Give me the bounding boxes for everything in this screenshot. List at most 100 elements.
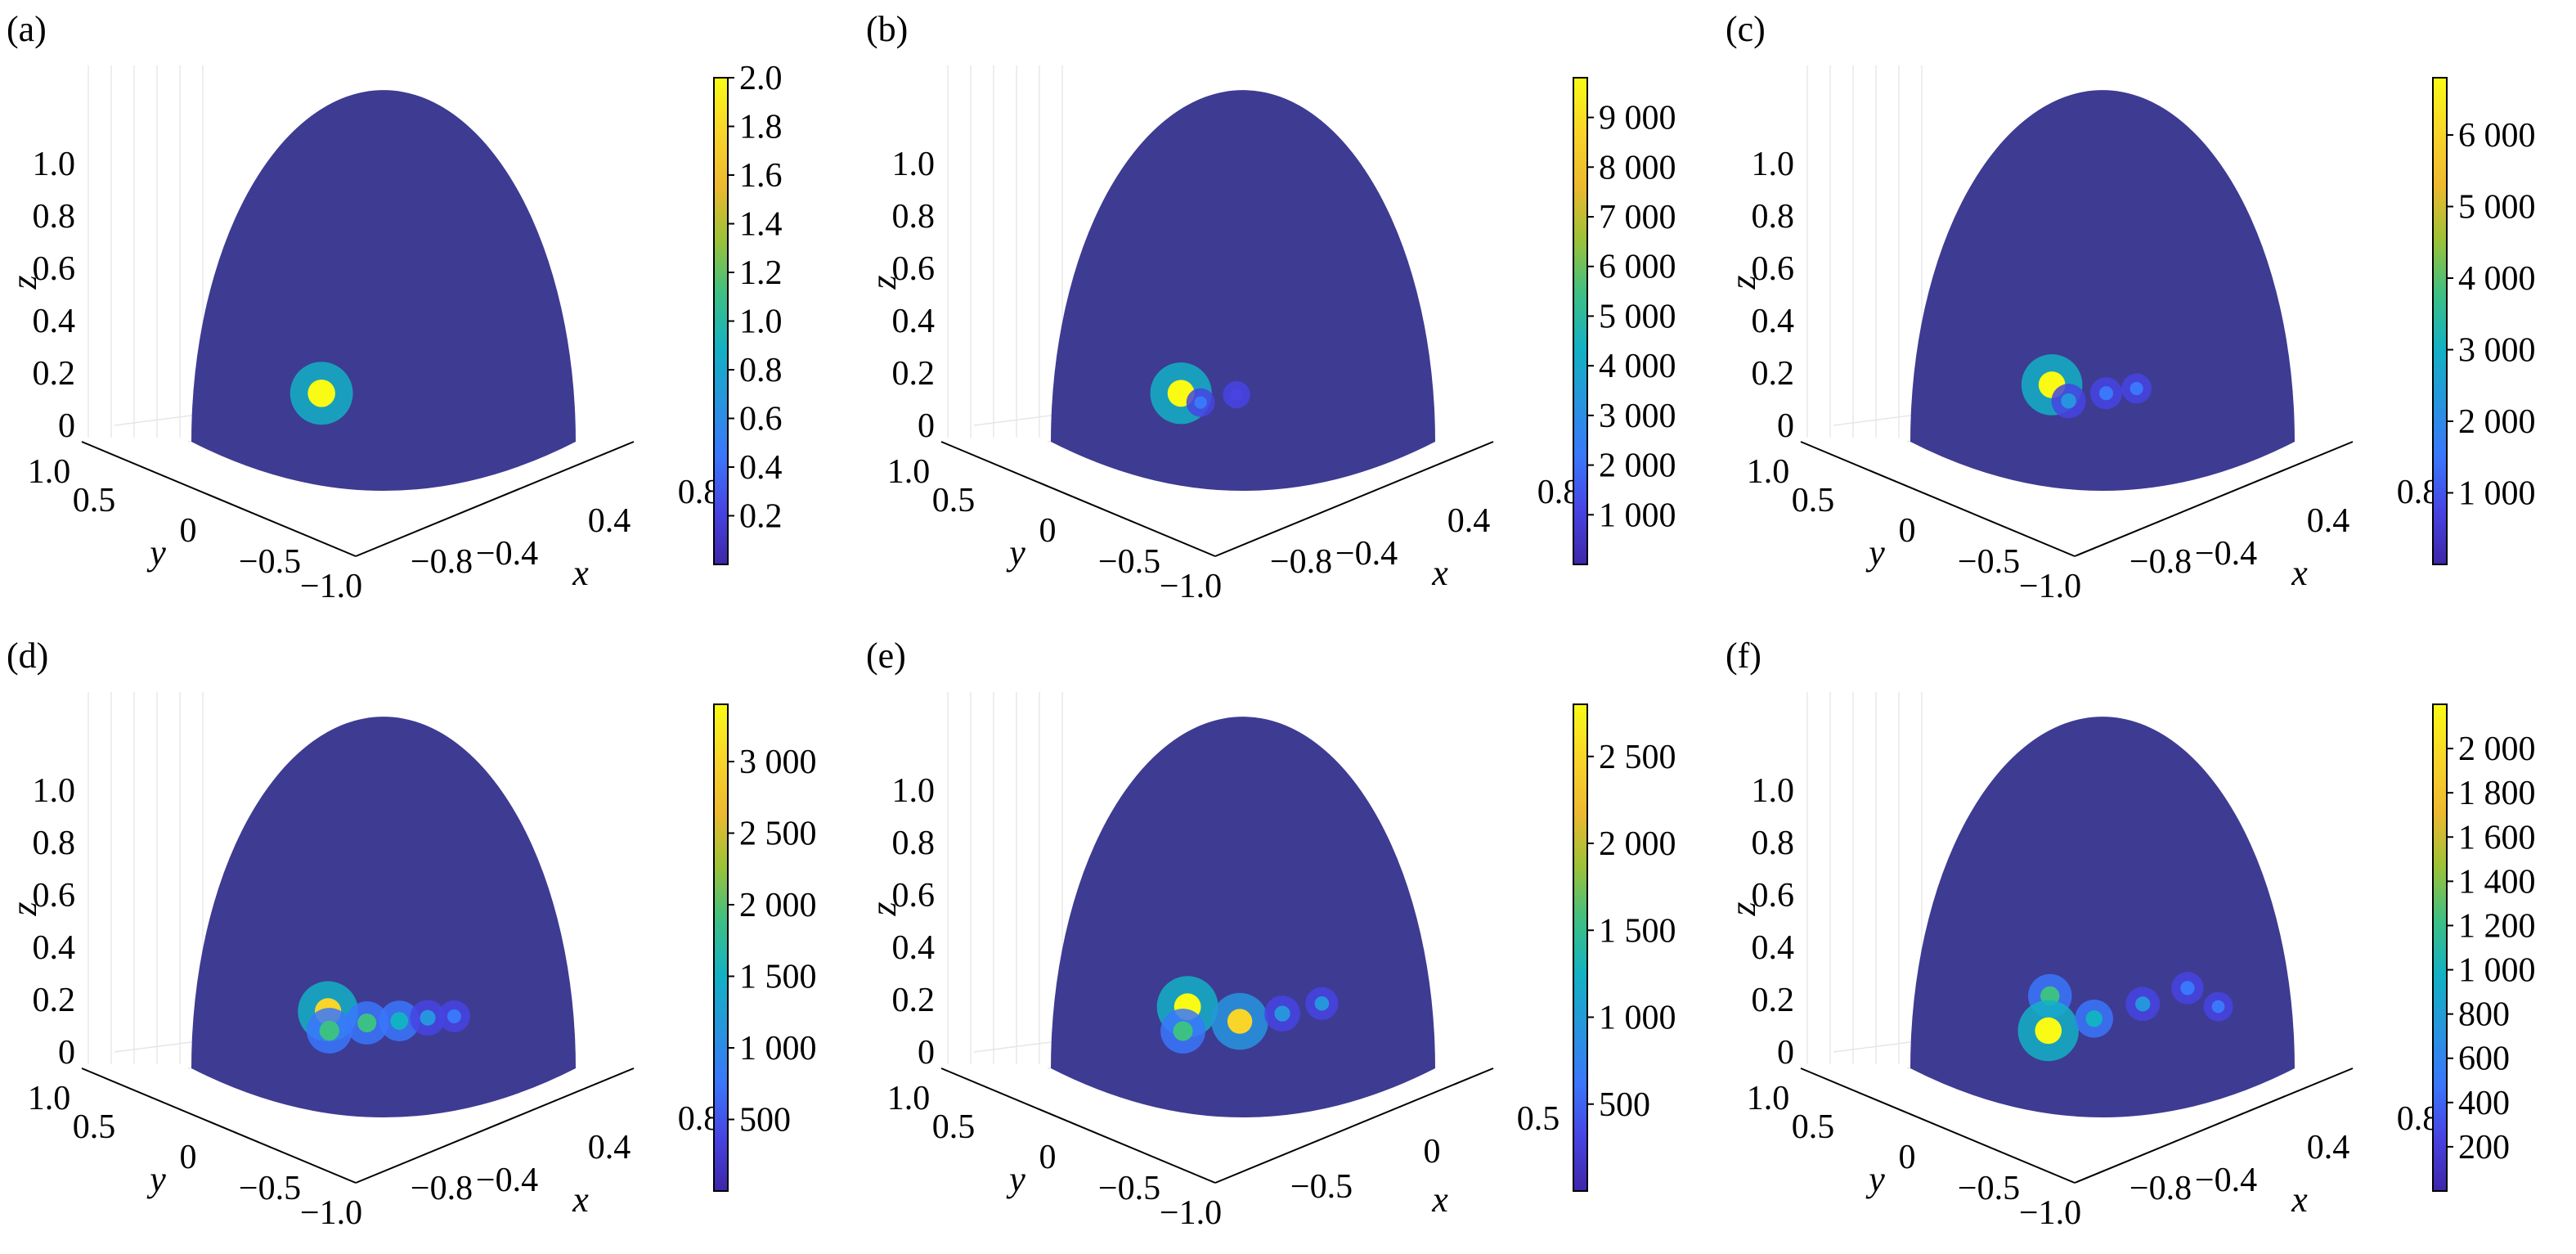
hotspots (298, 981, 470, 1054)
y-axis-line (81, 441, 357, 557)
y-tick-label: 0 (180, 1139, 197, 1176)
z-tick-label: 0.8 (33, 825, 76, 862)
y-tick-label: −1.0 (1160, 568, 1222, 605)
z-tick-label: 0.4 (33, 303, 76, 340)
hotspot (420, 1009, 436, 1026)
axes-lines (940, 441, 1494, 557)
z-tick-label: 0.8 (33, 198, 76, 236)
hemisphere (1910, 717, 2295, 1117)
colorbar-tick-label: 200 (2458, 1129, 2510, 1166)
colorbar-tick-label: 1 400 (2458, 863, 2536, 901)
z-axis-label: z (1723, 901, 1763, 916)
colorbar-tick-label: 2 000 (1599, 447, 1676, 485)
z-tick-label: 0.6 (33, 877, 76, 915)
y-tick-label: 0 (1899, 1139, 1916, 1176)
colorbar: 500 1 000 1 500 2 000 2 500 3 000 (713, 703, 817, 1192)
x-tick-label: −0.8 (2129, 1170, 2192, 1207)
colorbar-tick-label: 2 500 (739, 816, 817, 853)
x-axis-label: x (1431, 553, 1448, 593)
colorbar-tick-label: 0.4 (739, 449, 783, 487)
z-tick-label: 0.6 (1752, 877, 1795, 915)
panel-label: (b) (866, 9, 908, 49)
hotspot (1230, 389, 1243, 401)
y-tick-label: −1.0 (2019, 568, 2081, 605)
y-axis-line (81, 1067, 357, 1184)
z-tick-label: 0 (58, 1034, 75, 1072)
hotspot (357, 1013, 377, 1033)
hemisphere (1051, 90, 1435, 491)
z-tick-label: 1.0 (892, 772, 936, 810)
z-tick-label: 0 (1777, 407, 1794, 445)
colorbar-tick-label: 0.6 (739, 401, 783, 438)
hotspots (2021, 354, 2152, 419)
x-tick-label: −0.4 (1335, 535, 1398, 573)
hotspot (319, 1020, 339, 1041)
axes-lines (81, 441, 635, 557)
hemisphere (1910, 90, 2295, 491)
x-axis-line (2074, 1067, 2354, 1184)
hotspots (1156, 976, 1339, 1054)
hotspot (2098, 386, 2114, 401)
z-tick-label: 0.8 (892, 198, 936, 236)
z-tick-label: 1.0 (1752, 146, 1795, 183)
z-tick-label: 0.2 (1752, 982, 1795, 1019)
hemisphere (191, 90, 576, 491)
hotspot (307, 380, 335, 407)
z-tick-label: 0.8 (1752, 825, 1795, 862)
hotspot (1194, 396, 1207, 409)
axes-lines (940, 1067, 1494, 1184)
y-tick-label: 1.0 (28, 453, 71, 491)
panel-d: (d)00.20.40.60.81.0z1.00.50−0.5−1.0y −0.8… (4, 636, 817, 1232)
hemisphere (1051, 717, 1435, 1117)
z-tick-label: 0.8 (1752, 198, 1795, 236)
z-tick-label: 0.4 (892, 929, 936, 967)
x-tick-label: −0.8 (411, 1170, 473, 1207)
y-tick-label: 1.0 (28, 1080, 71, 1117)
hemisphere-surface (1910, 90, 2295, 491)
z-tick-label: 1.0 (1752, 772, 1795, 810)
hotspot (1274, 1005, 1290, 1022)
x-tick-label: 0.5 (1517, 1100, 1560, 1138)
hemisphere-surface (1910, 717, 2295, 1117)
z-axis-label: z (4, 901, 44, 916)
colorbar-tick-label: 1.2 (739, 254, 783, 292)
colorbar-tick-label: 4 000 (1599, 348, 1676, 385)
hotspots (1150, 362, 1250, 425)
colorbar-tick-label: 2 000 (2458, 403, 2536, 441)
y-tick-label: −0.5 (239, 543, 301, 581)
z-tick-label: 0.2 (33, 355, 76, 393)
colorbar-tick-label: 800 (2458, 996, 2510, 1034)
hemisphere-surface (1051, 90, 1435, 491)
hotspot (390, 1012, 409, 1030)
y-axis-label: y (146, 1159, 166, 1199)
panel-label: (e) (866, 636, 906, 676)
y-axis-label: y (1006, 1159, 1025, 1199)
z-axis-label: z (864, 275, 904, 290)
x-axis-line (355, 1067, 635, 1184)
y-axis-line (940, 441, 1216, 557)
z-tick-label: 0.8 (892, 825, 936, 862)
z-tick-label: 0.4 (892, 303, 936, 340)
z-tick-label: 0.2 (33, 982, 76, 1019)
hotspot (2180, 981, 2195, 996)
panel-label: (d) (7, 636, 48, 676)
colorbar-tick-label: 0.2 (739, 498, 783, 536)
x-axis-label: x (1431, 1180, 1448, 1220)
y-tick-label: 1.0 (1747, 1080, 1790, 1117)
x-tick-label: −0.8 (1270, 543, 1332, 581)
hotspot (2129, 381, 2143, 396)
z-tick-label: 0.6 (1752, 250, 1795, 288)
y-tick-label: −1.0 (300, 1194, 362, 1232)
colorbar-tick-label: 3 000 (739, 744, 817, 781)
z-tick-label: 0 (1777, 1034, 1794, 1072)
x-tick-label: 0.4 (1447, 502, 1491, 540)
y-tick-label: 0 (180, 512, 197, 550)
z-axis-label: z (4, 275, 44, 290)
x-tick-label: −0.4 (2195, 1162, 2257, 1199)
z-tick-label: 0.4 (1752, 303, 1795, 340)
colorbar-tick-label: 6 000 (1599, 249, 1676, 286)
panel-b: (b)00.20.40.60.81.0z1.00.50−0.5−1.0y −0.8… (864, 9, 1676, 605)
y-tick-label: −1.0 (2019, 1194, 2081, 1232)
z-tick-label: 0.4 (33, 929, 76, 967)
y-tick-label: −0.5 (1958, 543, 2020, 581)
